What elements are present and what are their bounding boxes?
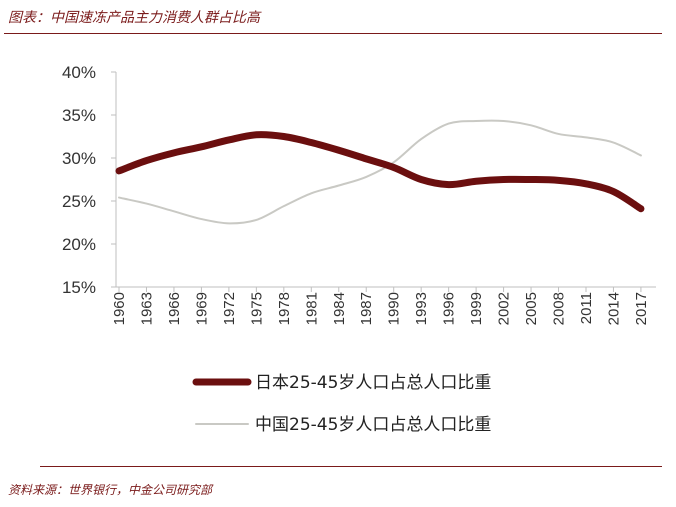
y-tick-labels: 15% 20% 25% 30% 35% 40% <box>62 63 96 297</box>
x-tick-label: 2002 <box>496 292 513 325</box>
x-tick-label: 1996 <box>441 292 458 325</box>
x-tick-label: 2011 <box>578 292 595 324</box>
x-tick-label: 1978 <box>276 292 293 325</box>
china-series-line <box>118 119 642 225</box>
x-tick-label: 1969 <box>193 292 210 325</box>
x-tick-label: 1972 <box>221 292 238 325</box>
x-tick-label: 1984 <box>331 292 348 325</box>
legend-label-japan: 日本25-45岁人口占总人口比重 <box>255 373 491 393</box>
y-tick-label: 25% <box>62 192 96 211</box>
x-tick-label: 2017 <box>633 292 650 325</box>
top-divider <box>4 33 662 34</box>
x-tick-label: 1966 <box>166 292 183 325</box>
legend-label-china: 中国25-45岁人口占总人口比重 <box>255 415 491 435</box>
x-tick-label: 1993 <box>413 292 430 325</box>
x-tick-label: 2005 <box>523 292 540 325</box>
chart-title: 图表：中国速冻产品主力消费人群占比高 <box>8 10 260 26</box>
y-tick-label: 35% <box>62 106 96 125</box>
x-tick-label: 1963 <box>138 292 155 325</box>
series-lines <box>115 119 645 225</box>
source-note: 资料来源：世界银行，中金公司研究部 <box>8 483 213 497</box>
y-tick-label: 40% <box>62 63 96 82</box>
x-tick-label: 2014 <box>605 292 622 325</box>
y-tick-label: 30% <box>62 149 96 168</box>
x-tick-label: 1981 <box>303 292 320 325</box>
x-tick-label: 2008 <box>551 292 568 325</box>
x-tick-label: 1987 <box>358 292 375 325</box>
y-tick-label: 15% <box>62 278 96 297</box>
japan-series-line <box>115 131 645 213</box>
bottom-divider <box>40 466 662 467</box>
x-tick-label: 1960 <box>111 292 128 325</box>
x-tick-label: 1999 <box>468 292 485 325</box>
x-tick-label: 1975 <box>248 292 265 325</box>
x-tick-label: 1990 <box>386 292 403 325</box>
y-tick-label: 20% <box>62 235 96 254</box>
chart-axes <box>111 71 656 292</box>
x-tick-labels: 1960 1963 1966 1969 1972 1975 1978 1981 1984 1987… <box>111 292 650 325</box>
